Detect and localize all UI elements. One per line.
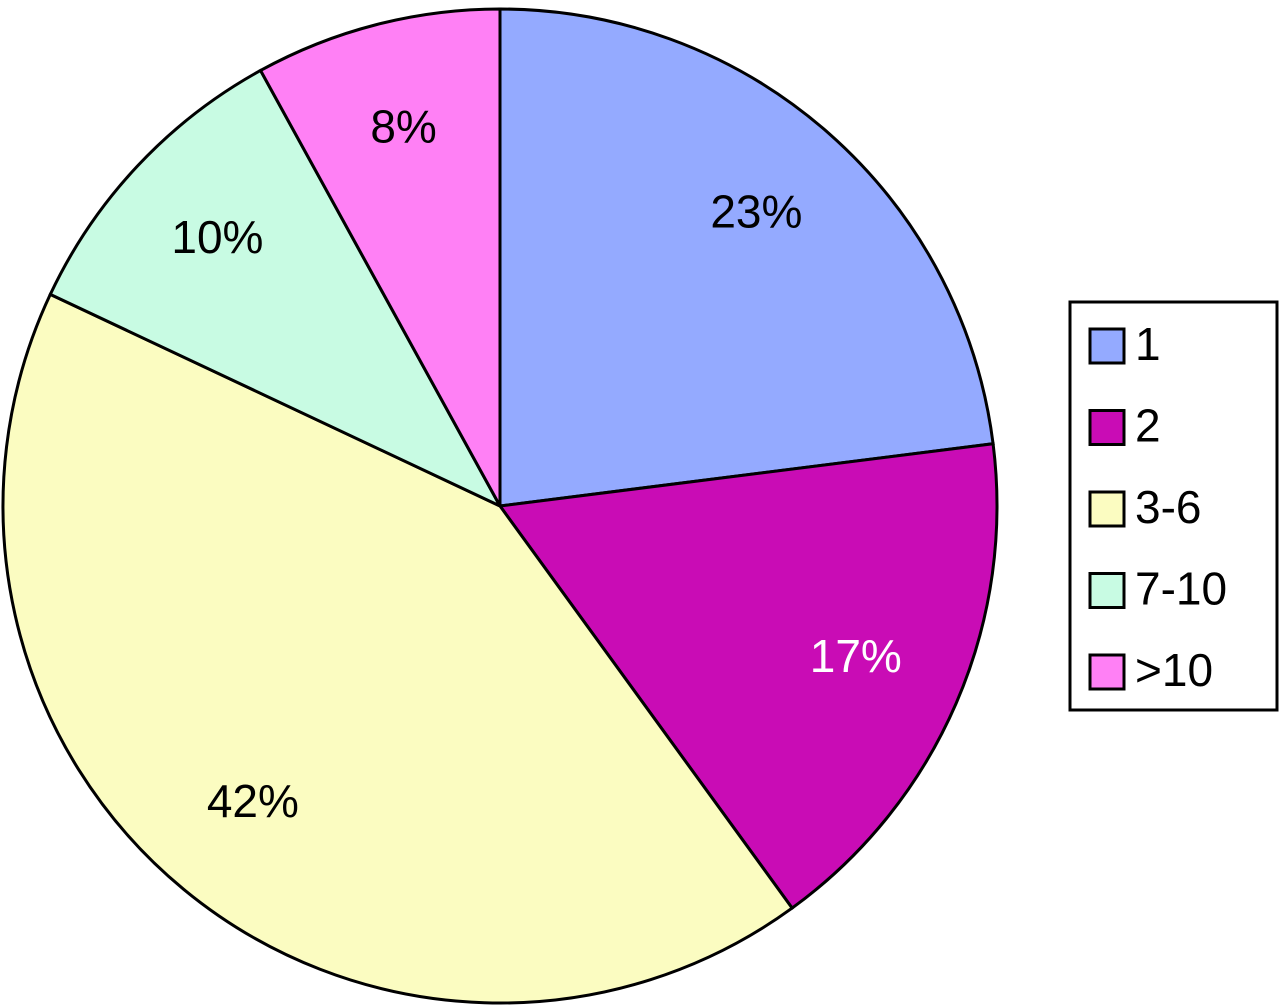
pie-slice (497, 442, 999, 911)
pie-slice (258, 7, 502, 507)
legend-label: 2 (1135, 400, 1161, 452)
legend-label: 7-10 (1135, 563, 1227, 615)
slice-label: 17% (810, 630, 902, 682)
legend-label: 1 (1135, 318, 1161, 370)
slice-label: 23% (710, 185, 802, 237)
legend: 1 2 3-6 7-10 >10 (1068, 300, 1279, 712)
legend-label: 3-6 (1135, 481, 1201, 533)
legend-label: >10 (1135, 644, 1213, 696)
slice-label: 8% (370, 101, 436, 153)
slice-label: 10% (171, 211, 263, 263)
legend-swatch (1088, 409, 1126, 446)
pie-slice (48, 68, 504, 510)
legend-swatch (1088, 490, 1126, 528)
pie-slice (498, 7, 995, 508)
legend-swatch (1088, 572, 1126, 609)
pie-slice (1, 292, 795, 1005)
legend-swatch (1088, 653, 1126, 691)
legend-swatch (1088, 327, 1126, 365)
slice-label: 42% (207, 775, 299, 827)
